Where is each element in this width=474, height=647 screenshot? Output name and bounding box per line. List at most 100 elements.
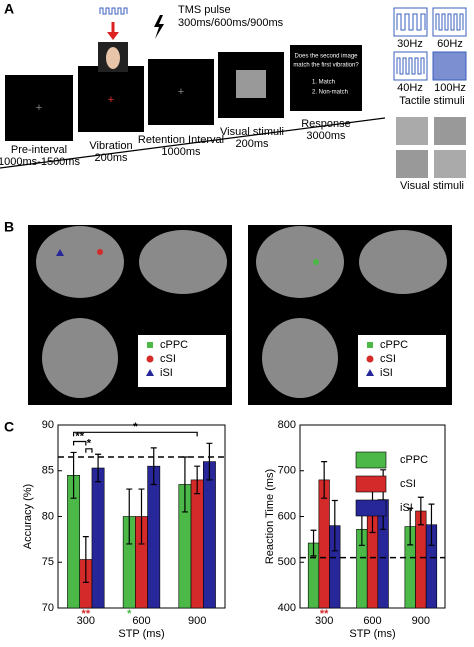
y-tick-label: 700	[278, 465, 296, 477]
error-bar	[150, 447, 157, 486]
y-tick-label: 85	[42, 465, 54, 477]
error-bar	[407, 507, 414, 546]
svg-text:+: +	[36, 102, 42, 114]
screen-name: Visual stimuli	[220, 126, 284, 138]
timeline: + + +	[0, 7, 467, 178]
screen-time: 3000ms	[306, 130, 346, 142]
coronal	[256, 226, 344, 298]
significance: **	[75, 430, 84, 442]
legend-marker	[366, 355, 374, 363]
legend-label: cPPC	[160, 339, 188, 351]
site	[313, 259, 319, 265]
y-tick-label: 400	[278, 602, 296, 614]
y-tick-label: 80	[42, 510, 54, 522]
sig-bracket	[72, 431, 198, 437]
tms-label: TMS pulse	[178, 4, 231, 16]
screen-name: Retention Interval	[138, 134, 224, 146]
sig-bracket	[85, 448, 93, 453]
response-text: match the first vibration?	[293, 63, 359, 69]
legend-label: iSI	[160, 367, 173, 379]
screen-name: Response	[301, 118, 351, 130]
coronal	[36, 226, 124, 298]
x-tick-label: 300	[315, 615, 333, 627]
screen-time: 200ms	[94, 152, 128, 164]
significance: **	[82, 608, 91, 620]
x-tick-label: 300	[77, 615, 95, 627]
stimuli-label: Tactile stimuli	[399, 95, 464, 107]
significance: **	[320, 608, 329, 620]
screen-time: 1000ms-1500ms	[0, 156, 80, 168]
freq-label: 30Hz	[397, 38, 423, 50]
error-bar	[70, 451, 77, 499]
error-bar	[82, 536, 89, 583]
svg-text:+: +	[108, 94, 114, 106]
error-bar	[310, 529, 317, 557]
svg-text:+: +	[178, 86, 184, 98]
legend-marker	[146, 355, 154, 363]
legend-marker	[146, 369, 154, 376]
significance: *	[127, 608, 132, 620]
error-bar	[126, 488, 133, 545]
y-axis-label: Reaction Time (ms)	[264, 469, 276, 564]
error-bar	[194, 465, 201, 495]
tms-label: 300ms/600ms/900ms	[178, 17, 284, 29]
sagittal	[359, 230, 447, 294]
legend-marker	[147, 342, 153, 348]
y-tick-label: 75	[42, 556, 54, 568]
response-text: Does the second image	[294, 54, 358, 60]
legend-marker	[366, 369, 374, 376]
error-bar	[95, 453, 102, 483]
bar	[415, 510, 427, 609]
axial	[42, 318, 118, 398]
legend-label: cPPC	[380, 339, 408, 351]
axial	[262, 318, 338, 398]
sig-bracket	[72, 440, 87, 446]
y-tick-label: 70	[42, 602, 54, 614]
legend-label: cSI	[400, 478, 416, 490]
x-tick-label: 600	[363, 615, 381, 627]
response-text: 2. Non-match	[312, 90, 348, 96]
legend-label: cSI	[380, 353, 396, 365]
x-tick-label: 900	[412, 615, 430, 627]
x-axis-label: STP (ms)	[349, 628, 395, 640]
legend-label: cSI	[160, 353, 176, 365]
legend-swatch	[355, 451, 387, 469]
panel-label: B	[4, 219, 14, 235]
stimuli-label: Visual stimuli	[400, 180, 464, 192]
legend-marker	[367, 342, 373, 348]
bar	[91, 467, 105, 609]
freq-label: 60Hz	[437, 38, 463, 50]
legend-label: cPPC	[400, 454, 428, 466]
significance: *	[87, 438, 92, 450]
y-tick-label: 500	[278, 556, 296, 568]
legend-label: iSI	[400, 502, 413, 514]
screen-time: 1000ms	[161, 146, 201, 158]
bar	[147, 465, 161, 609]
screen-time: 200ms	[235, 138, 269, 150]
brain-set: cPPC cSI iSI	[28, 225, 232, 405]
y-tick-label: 90	[42, 419, 54, 431]
error-bar	[331, 499, 338, 552]
error-bar	[428, 503, 435, 546]
bar	[190, 479, 204, 609]
error-bar	[206, 442, 213, 481]
error-bar	[138, 488, 145, 545]
x-tick-label: 600	[132, 615, 150, 627]
panel-label: C	[4, 419, 14, 435]
brain-set: cPPC cSI iSI	[248, 225, 452, 405]
x-tick-label: 900	[188, 615, 206, 627]
freq-label: 40Hz	[397, 82, 423, 94]
legend-label: iSI	[380, 367, 393, 379]
y-tick-label: 800	[278, 419, 296, 431]
y-axis-label: Accuracy (%)	[22, 484, 34, 549]
x-axis-label: STP (ms)	[118, 628, 164, 640]
site	[97, 249, 103, 255]
y-tick-label: 600	[278, 510, 296, 522]
error-bar	[417, 496, 424, 526]
screen-name: Pre-interval	[11, 144, 67, 156]
error-bar	[321, 461, 328, 499]
bar	[202, 461, 216, 609]
significance: *	[133, 421, 138, 433]
bar	[318, 479, 330, 609]
